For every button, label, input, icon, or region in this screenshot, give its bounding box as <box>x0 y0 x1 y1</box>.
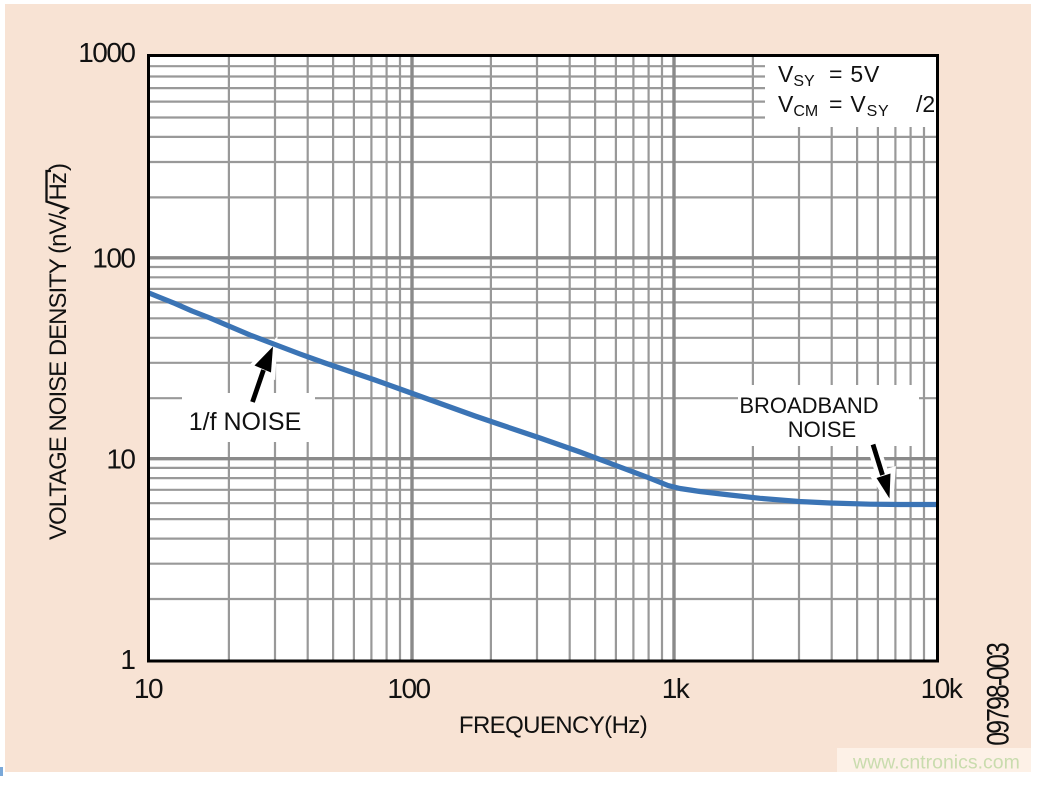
svg-text:VOLTAGE NOISE DENSITY (nV/: VOLTAGE NOISE DENSITY (nV/ <box>45 213 72 540</box>
svg-text:Hz: Hz <box>45 173 72 200</box>
svg-text:09798-003: 09798-003 <box>980 643 1015 746</box>
svg-text:10k: 10k <box>921 673 964 704</box>
svg-text:FREQUENCY(Hz): FREQUENCY(Hz) <box>459 712 647 739</box>
svg-text:100: 100 <box>92 243 135 274</box>
svg-text:10: 10 <box>134 673 163 704</box>
svg-text:www.cntronics.com: www.cntronics.com <box>852 752 1020 774</box>
svg-text:1: 1 <box>120 644 135 675</box>
svg-text:): ) <box>45 163 72 171</box>
svg-text:100: 100 <box>387 673 430 704</box>
svg-text:= 5V: = 5V <box>829 61 880 87</box>
svg-text:10: 10 <box>106 444 135 475</box>
svg-text:NOISE: NOISE <box>788 417 856 442</box>
svg-text:BROADBAND: BROADBAND <box>739 393 878 418</box>
svg-text:/2: /2 <box>916 91 935 117</box>
svg-text:1/f NOISE: 1/f NOISE <box>189 408 302 436</box>
svg-text:1000: 1000 <box>78 37 135 68</box>
svg-text:1k: 1k <box>662 673 691 704</box>
